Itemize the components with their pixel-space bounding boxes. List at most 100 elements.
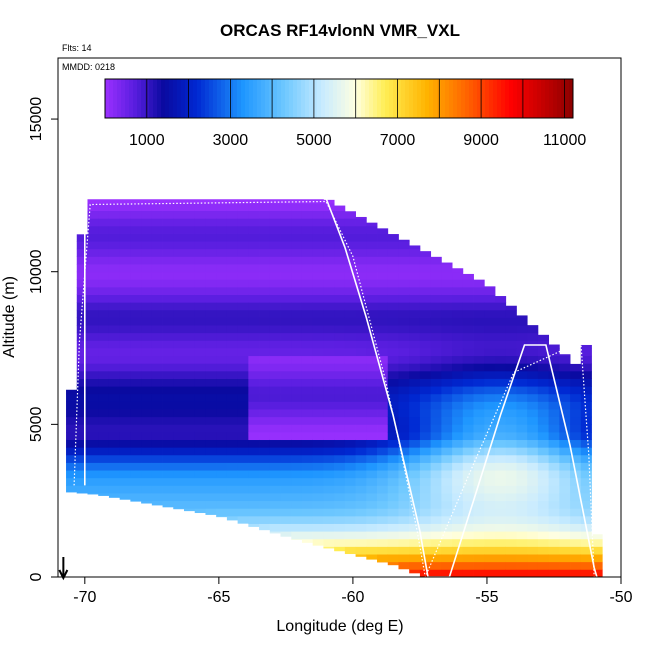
heatmap-cell xyxy=(194,317,206,326)
heatmap-cell xyxy=(344,546,356,555)
colorbar-swatch xyxy=(133,79,138,118)
heatmap-cell xyxy=(505,348,517,357)
heatmap-cell xyxy=(334,378,346,387)
heatmap-cell xyxy=(377,248,389,257)
heatmap-cell xyxy=(291,363,303,372)
heatmap-cell xyxy=(184,248,196,257)
heatmap-cell xyxy=(537,424,550,433)
heatmap-cell xyxy=(76,477,88,486)
heatmap-cell xyxy=(301,386,314,395)
heatmap-cell xyxy=(141,378,153,387)
heatmap-cell xyxy=(505,431,517,441)
heatmap-cell xyxy=(205,485,217,494)
heatmap-cell xyxy=(398,554,410,563)
heatmap-cell xyxy=(98,409,110,418)
heatmap-cell xyxy=(409,286,421,295)
heatmap-cell xyxy=(387,477,399,486)
heatmap-cell xyxy=(527,401,539,410)
heatmap-cell xyxy=(194,233,206,242)
heatmap-cell xyxy=(76,348,88,357)
heatmap-cell xyxy=(226,401,239,410)
heatmap-cell xyxy=(419,302,432,311)
heatmap-cell xyxy=(377,317,389,326)
colorbar-swatch xyxy=(225,79,230,118)
colorbar-swatch xyxy=(505,79,510,118)
heatmap-cell xyxy=(119,210,131,219)
heatmap-cell xyxy=(559,493,571,502)
heatmap-cell xyxy=(226,233,239,242)
heatmap-cell xyxy=(419,485,432,494)
heatmap-cell xyxy=(355,355,367,364)
heatmap-cell xyxy=(430,317,442,326)
heatmap-cell xyxy=(194,340,206,349)
heatmap-cell xyxy=(237,325,249,334)
heatmap-cell xyxy=(291,447,303,456)
heatmap-cell xyxy=(184,386,196,395)
heatmap-cell xyxy=(130,393,142,402)
heatmap-cell xyxy=(462,279,474,288)
heatmap-cell xyxy=(76,447,88,456)
heatmap-cell xyxy=(462,439,474,448)
heatmap-cell xyxy=(312,256,324,265)
heatmap-cell xyxy=(484,531,496,540)
heatmap-cell xyxy=(119,424,131,433)
heatmap-cell xyxy=(173,447,185,456)
heatmap-cell xyxy=(462,340,474,349)
heatmap-cell xyxy=(548,569,560,578)
heatmap-cell xyxy=(409,569,421,574)
heatmap-cell xyxy=(430,477,442,486)
heatmap-cell xyxy=(495,416,507,425)
heatmap-cell xyxy=(226,416,239,425)
heatmap-cell xyxy=(259,447,271,456)
heatmap-cell xyxy=(162,241,174,250)
heatmap-cell xyxy=(162,363,174,372)
heatmap-cell xyxy=(216,279,228,288)
heatmap-cell xyxy=(151,348,163,357)
heatmap-cell xyxy=(323,355,335,364)
heatmap-cell xyxy=(248,256,260,265)
heatmap-cell xyxy=(226,370,239,379)
heatmap-cell xyxy=(570,561,582,570)
heatmap-cell xyxy=(205,393,217,402)
heatmap-cell xyxy=(441,401,453,410)
heatmap-cell xyxy=(516,355,528,364)
heatmap-cell xyxy=(462,477,474,486)
heatmap-cell xyxy=(398,409,410,418)
heatmap-cell xyxy=(537,500,550,509)
heatmap-cell xyxy=(151,454,163,463)
heatmap-cell xyxy=(66,416,78,425)
heatmap-cell xyxy=(226,218,239,227)
heatmap-cell xyxy=(366,302,378,311)
heatmap-cell xyxy=(377,546,389,555)
heatmap-cell xyxy=(527,370,539,379)
heatmap-cell xyxy=(226,256,239,265)
heatmap-cell xyxy=(108,271,121,280)
colorbar-swatch xyxy=(121,79,126,118)
heatmap-cell xyxy=(323,439,335,448)
heatmap-cell xyxy=(248,233,260,242)
heatmap-cell xyxy=(452,401,464,410)
heatmap-cell xyxy=(484,546,496,555)
heatmap-cell xyxy=(430,401,442,410)
heatmap-cell xyxy=(259,515,271,524)
heatmap-cell xyxy=(484,309,496,318)
heatmap-cell xyxy=(334,546,346,552)
heatmap-cell xyxy=(419,470,432,479)
heatmap-cell xyxy=(452,279,464,288)
heatmap-cell xyxy=(377,470,389,479)
heatmap-cell xyxy=(452,340,464,349)
heatmap-cell xyxy=(441,493,453,502)
heatmap-cell xyxy=(462,401,474,410)
colorbar-swatch xyxy=(217,79,222,118)
heatmap-cell xyxy=(377,515,389,524)
heatmap-cell xyxy=(237,256,249,265)
heatmap-cell xyxy=(570,485,582,494)
heatmap-cell xyxy=(495,569,507,578)
heatmap-cell xyxy=(462,317,474,326)
heatmap-cell xyxy=(216,340,228,349)
heatmap-cell xyxy=(312,241,324,250)
heatmap-cell xyxy=(312,454,324,463)
heatmap-cell xyxy=(108,348,121,357)
heatmap-cell xyxy=(570,409,582,418)
heatmap-cell xyxy=(259,462,271,471)
